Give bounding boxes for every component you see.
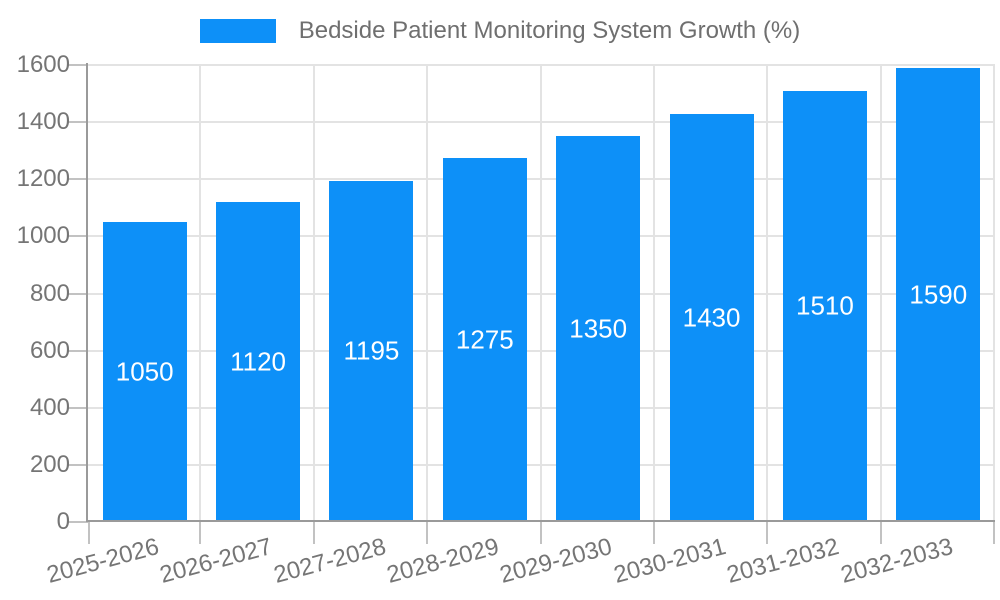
y-axis-tick-label: 1000 — [16, 222, 70, 250]
bar-value-label: 1275 — [455, 324, 514, 355]
bar[interactable]: 1510 — [782, 90, 867, 522]
y-tick-mark — [68, 121, 88, 124]
y-tick-mark — [68, 235, 88, 238]
y-axis-tick-label: 800 — [29, 279, 70, 307]
x-tick-mark — [879, 522, 882, 544]
y-grid-line — [88, 349, 995, 352]
y-tick-mark — [68, 64, 88, 66]
x-tick-mark — [993, 522, 995, 544]
bar-value-label: 1120 — [230, 346, 287, 377]
y-grid-line — [88, 463, 995, 466]
bar[interactable]: 1590 — [896, 67, 981, 522]
bar[interactable]: 1050 — [102, 222, 187, 522]
x-grid-line — [312, 65, 315, 522]
x-grid-line — [539, 65, 542, 522]
x-axis-line — [86, 520, 995, 522]
plot-area: 0 200 400 600 800 1000 1200 1400 1600 1050 1120 119… — [17, 52, 995, 589]
bar-value-label: 1350 — [569, 313, 628, 344]
bar-value-label: 1590 — [909, 279, 968, 310]
y-grid-line — [88, 178, 995, 181]
y-tick-mark — [68, 406, 88, 409]
x-grid-line — [993, 65, 995, 522]
y-tick-mark — [68, 178, 88, 181]
y-axis-tick-label: 600 — [29, 336, 70, 364]
x-grid-line — [652, 65, 655, 522]
y-grid-line — [88, 406, 995, 409]
y-axis-tick-label: 1200 — [16, 165, 70, 193]
y-axis-tick-label: 400 — [29, 393, 70, 421]
y-axis-tick-label: 1600 — [16, 51, 70, 78]
legend-label: Bedside Patient Monitoring System Growth… — [298, 17, 801, 44]
y-axis-tick-label: 1400 — [16, 108, 70, 136]
y-grid-line — [88, 292, 995, 295]
bar-value-label: 1510 — [796, 290, 854, 321]
bar[interactable]: 1195 — [329, 180, 414, 522]
legend: Bedside Patient Monitoring System Growth… — [0, 17, 1000, 45]
bar[interactable]: 1430 — [669, 113, 754, 522]
y-tick-mark — [68, 292, 88, 295]
bar[interactable]: 1275 — [442, 157, 527, 522]
bar-value-label: 1050 — [115, 356, 174, 387]
bar-value-label: 1195 — [343, 335, 400, 366]
y-grid-line — [88, 235, 995, 238]
y-grid-line — [88, 64, 995, 66]
y-tick-mark — [68, 349, 88, 352]
x-grid-line — [426, 65, 429, 522]
bar[interactable]: 1350 — [556, 136, 641, 522]
y-axis-tick-label: 0 — [56, 508, 70, 535]
bar-value-label: 1430 — [682, 302, 741, 333]
y-axis-tick-label: 200 — [29, 450, 70, 478]
bar[interactable]: 1120 — [216, 202, 301, 522]
x-grid-line — [766, 65, 769, 522]
x-tick-mark — [199, 522, 202, 544]
y-tick-mark — [68, 463, 88, 466]
y-tick-mark — [68, 521, 88, 523]
y-axis-line — [86, 63, 88, 522]
x-tick-mark — [539, 522, 542, 544]
x-grid-line — [879, 65, 882, 522]
x-tick-mark — [766, 522, 769, 544]
x-tick-mark — [88, 522, 90, 544]
x-grid-line — [199, 65, 202, 522]
legend-swatch — [199, 19, 276, 43]
y-grid-line — [88, 121, 995, 124]
x-tick-mark — [312, 522, 315, 544]
x-tick-mark — [652, 522, 655, 544]
x-tick-mark — [426, 522, 429, 544]
